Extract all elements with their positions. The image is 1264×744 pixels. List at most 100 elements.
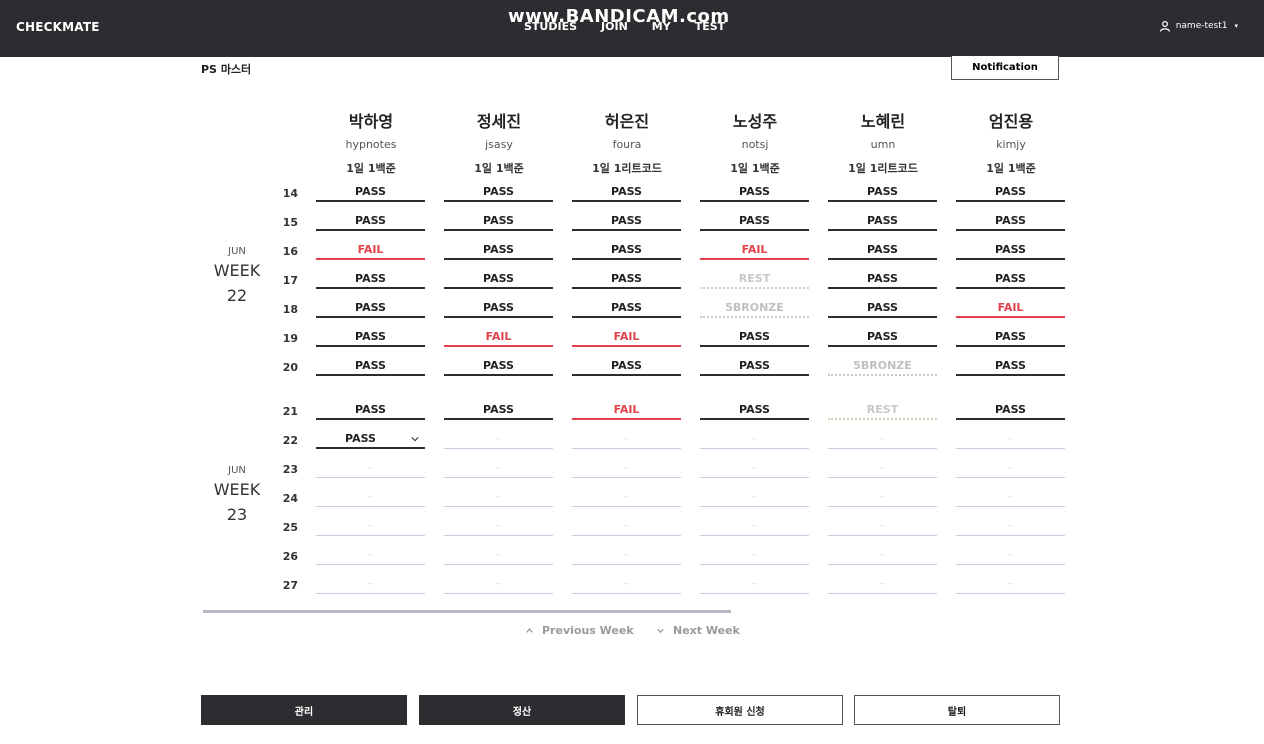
status-text: PASS (611, 272, 642, 285)
next-week-label: Next Week (673, 624, 740, 637)
status-text: PASS (611, 185, 642, 198)
member-handle: notsj (741, 138, 769, 151)
status-text: -- (367, 551, 374, 559)
day-number: 25 (282, 521, 298, 534)
status-text: PASS (483, 359, 514, 372)
status-cell: REST (700, 271, 809, 289)
recorder-watermark: www.BANDICAM.com (508, 6, 730, 27)
status-text: FAIL (613, 330, 640, 343)
status-cell: PASS (828, 271, 937, 289)
status-text: PASS (355, 403, 386, 416)
status-cell: -- (572, 518, 681, 536)
next-week-button[interactable]: Next Week (656, 624, 740, 637)
member-goal: 1일 1리트코드 (848, 162, 918, 175)
status-text: -- (879, 522, 886, 530)
day-number: 19 (282, 332, 298, 345)
status-text: -- (751, 435, 758, 443)
member-name: 허은진 (604, 112, 650, 131)
status-cell: -- (572, 576, 681, 594)
status-cell: FAIL (572, 402, 681, 420)
manage-button[interactable]: 관리 (201, 695, 407, 725)
member-goal: 1일 1리트코드 (592, 162, 662, 175)
status-cell: FAIL (444, 329, 553, 347)
status-text: PASS (739, 185, 770, 198)
status-cell: PASS (316, 213, 425, 231)
status-text: -- (1007, 435, 1014, 443)
previous-week-button[interactable]: Previous Week (525, 624, 634, 637)
status-text: -- (367, 464, 374, 472)
status-text: PASS (483, 301, 514, 314)
member-name: 엄진용 (988, 112, 1034, 131)
status-text: PASS (355, 359, 386, 372)
status-cell: PASS (444, 271, 553, 289)
status-text: -- (623, 522, 630, 530)
status-text: REST (738, 272, 771, 285)
nav-test[interactable]: TEST (694, 20, 726, 33)
nav-studies[interactable]: STUDIES (524, 20, 578, 33)
status-text: -- (367, 580, 374, 588)
status-cell: PASS (316, 329, 425, 347)
status-cell: -- (700, 576, 809, 594)
status-text: -- (495, 580, 502, 588)
status-text: -- (1007, 522, 1014, 530)
status-text: -- (623, 435, 630, 443)
status-cell: PASS (444, 242, 553, 260)
status-cell: PASS (572, 213, 681, 231)
nav-my[interactable]: MY (651, 20, 671, 33)
status-cell: PASS (956, 271, 1065, 289)
settle-button[interactable]: 정산 (419, 695, 625, 725)
status-select[interactable]: PASS (316, 431, 425, 449)
week-label: WEEK (213, 261, 261, 280)
horizontal-scrollbar[interactable] (203, 610, 731, 613)
status-text: PASS (611, 301, 642, 314)
status-text: PASS (995, 243, 1026, 256)
status-text: -- (495, 493, 502, 501)
day-number: 26 (282, 550, 298, 563)
status-text: -- (879, 580, 886, 588)
chevron-up-icon (526, 628, 533, 633)
day-number: 21 (282, 405, 298, 418)
status-text: PASS (611, 214, 642, 227)
status-cell: -- (956, 576, 1065, 594)
week-label: WEEK (213, 480, 261, 499)
user-menu[interactable]: name-test1 ▾ (1159, 20, 1238, 32)
status-cell: -- (956, 460, 1065, 478)
main-nav: STUDIES JOIN MY TEST (524, 20, 725, 33)
withdraw-button[interactable]: 탈퇴 (854, 695, 1060, 725)
notification-button[interactable]: Notification (951, 56, 1059, 80)
status-text: -- (623, 580, 630, 588)
member-handle: jsasy (485, 138, 513, 151)
status-cell: -- (572, 460, 681, 478)
status-cell: -- (700, 460, 809, 478)
status-cell: PASS (572, 184, 681, 202)
leave-request-button[interactable]: 휴회원 신청 (637, 695, 843, 725)
status-cell: PASS (572, 300, 681, 318)
status-cell: PASS (572, 242, 681, 260)
status-cell: -- (828, 489, 937, 507)
status-cell: PASS (828, 329, 937, 347)
status-cell: -- (700, 431, 809, 449)
status-cell: -- (956, 431, 1065, 449)
day-number: 27 (282, 579, 298, 592)
status-text: PASS (739, 359, 770, 372)
day-number: 20 (282, 361, 298, 374)
status-cell: FAIL (316, 242, 425, 260)
brand-logo[interactable]: CHECKMATE (16, 20, 100, 34)
status-text: PASS (995, 214, 1026, 227)
status-cell: PASS (444, 358, 553, 376)
status-text: -- (751, 493, 758, 501)
day-number: 23 (282, 463, 298, 476)
member-name: 정세진 (476, 112, 522, 131)
status-cell: -- (956, 547, 1065, 565)
status-cell: PASS (828, 213, 937, 231)
nav-join[interactable]: JOIN (601, 20, 628, 33)
status-text: FAIL (485, 330, 512, 343)
status-cell: PASS (316, 402, 425, 420)
member-goal: 1일 1백준 (346, 162, 396, 175)
status-text: PASS (739, 214, 770, 227)
status-text: -- (751, 551, 758, 559)
status-text: PASS (867, 214, 898, 227)
status-text: -- (495, 464, 502, 472)
member-handle: foura (612, 138, 642, 151)
status-text: -- (751, 522, 758, 530)
